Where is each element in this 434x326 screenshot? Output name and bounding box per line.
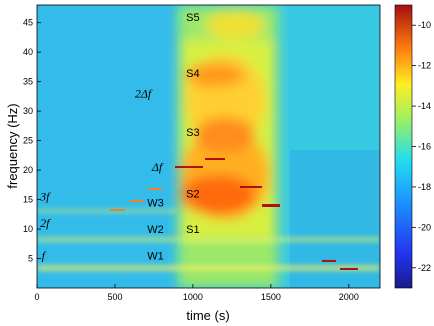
annotation-label: W3 (147, 198, 164, 210)
colorbar-tick-label: -18 (418, 182, 431, 192)
y-axis-ticks: 5 10 15 20 25 30 35 40 45 (23, 18, 41, 264)
annotation-label: 2f (40, 216, 51, 230)
harmonic-lines (37, 210, 380, 270)
annotation-label: S5 (186, 12, 199, 24)
y-tick-label: 5 (28, 254, 33, 264)
spectrogram-image (37, 5, 380, 288)
colorbar-tick-label: -14 (418, 101, 431, 111)
red-segments (110, 158, 358, 270)
colorbar-tick-label: -12 (418, 61, 431, 71)
x-axis-ticks: 0 500 1000 1500 2000 (34, 284, 359, 302)
colorbar-tick-label: -16 (418, 142, 431, 152)
colorbar-tick-label: -20 (418, 222, 431, 232)
x-axis-label: time (s) (186, 308, 229, 323)
colorbar-tick-label: -10 (418, 20, 431, 30)
colorbar-gradient (394, 4, 413, 289)
annotation-label: S2 (186, 189, 199, 201)
y-tick-label: 30 (23, 106, 33, 116)
annotation-label: W1 (147, 251, 164, 263)
y-tick-label: 25 (23, 136, 33, 146)
annotation-label: S1 (186, 224, 199, 236)
y-tick-label: 40 (23, 47, 33, 57)
colorbar-ticks: -10 -12 -14 -16 -18 -20 -22 (412, 20, 431, 273)
y-tick-label: 10 (23, 224, 33, 234)
annotation-label: W2 (147, 224, 164, 236)
event-band (178, 5, 278, 288)
colorbar: -10 -12 -14 -16 -18 -20 -22 (394, 4, 431, 289)
y-tick-label: 35 (23, 77, 33, 87)
annotation-label: f (42, 249, 47, 263)
x-tick-label: 2000 (339, 292, 359, 302)
y-axis-label: frequency (Hz) (5, 103, 20, 188)
y-tick-label: 45 (23, 18, 33, 28)
colorbar-tick-label: -22 (418, 263, 431, 273)
y-tick-label: 20 (23, 165, 33, 175)
annotation-label: Δf (151, 160, 164, 174)
y-tick-label: 15 (23, 195, 33, 205)
x-tick-label: 1500 (261, 292, 281, 302)
x-tick-label: 1000 (183, 292, 203, 302)
plot-frame (36, 4, 381, 289)
annotation-label: S3 (186, 127, 199, 139)
x-tick-label: 500 (107, 292, 122, 302)
x-tick-label: 0 (34, 292, 39, 302)
background-texture (37, 5, 380, 288)
annotation-label: 2Δf (135, 86, 153, 100)
annotation-label: S4 (186, 68, 199, 80)
annotation-label: 3f (39, 190, 51, 204)
annotations: S5 S4 S3 S2 S1 W3 W2 W1 2Δf Δf 3f 2f f (39, 12, 200, 263)
